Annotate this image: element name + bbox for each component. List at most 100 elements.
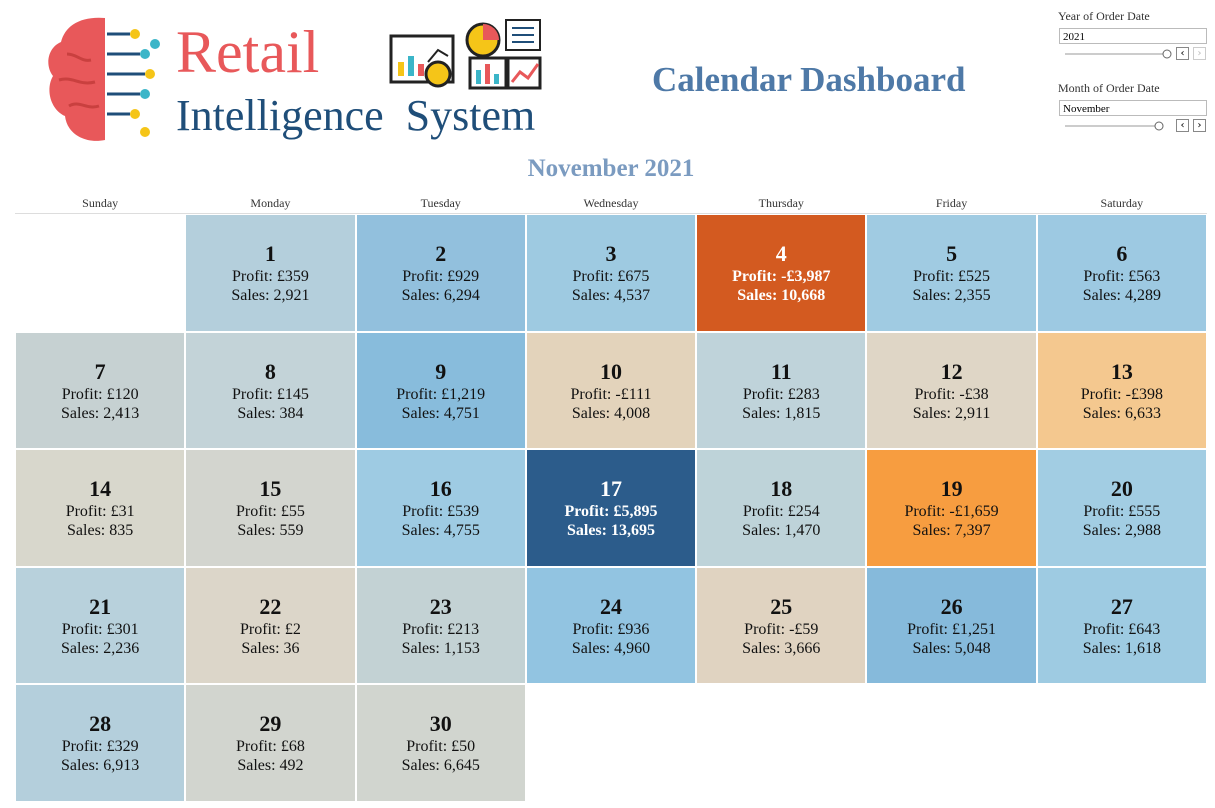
profit-text: Profit: -£3,987 [732, 268, 831, 285]
weekday-label: Saturday [1100, 196, 1144, 210]
profit-text: Profit: £50 [406, 738, 476, 756]
prev-button[interactable]: ‹ [1176, 119, 1189, 132]
next-button[interactable]: › [1193, 47, 1206, 60]
day-number: 23 [429, 593, 452, 619]
profit-text: Profit: £283 [742, 385, 820, 403]
logo-text: Retail [176, 19, 320, 85]
sales-text: Sales: 2,236 [61, 639, 140, 657]
profit-text: Profit: -£1,659 [904, 503, 999, 521]
profit-text: Profit: £55 [235, 503, 305, 521]
day-number: 1 [264, 241, 276, 266]
sales-text: Sales: 5,048 [912, 639, 991, 657]
dashboard-title: Calendar Dashboard [652, 60, 966, 99]
profit-text: Profit: £213 [402, 620, 480, 638]
day-cell: 18 Profit: £254 Sales: 1,470 [696, 449, 867, 567]
profit-text: Profit: £68 [235, 738, 305, 756]
analytics-icons [389, 19, 542, 90]
day-number: 3 [605, 241, 617, 266]
sales-text: Sales: 36 [241, 639, 300, 657]
month-title: November 2021 [527, 155, 695, 182]
day-cell: 26 Profit: £1,251 Sales: 5,048 [866, 566, 1037, 685]
day-number: 18 [770, 476, 793, 502]
day-cell: 3 Profit: £675 Sales: 4,537 [525, 214, 697, 332]
profit-text: Profit: £936 [572, 620, 650, 638]
day-number: 8 [264, 358, 276, 384]
sales-text: Sales: 1,618 [1082, 639, 1161, 657]
day-number: 15 [259, 476, 282, 502]
day-cell: 1 Profit: £359 Sales: 2,921 [185, 214, 356, 332]
day-cell: 20 Profit: £555 Sales: 2,988 [1036, 449, 1207, 567]
day-cell: 13 Profit: -£398 Sales: 6,633 [1036, 331, 1207, 450]
filter-label: Month of Order Date [1058, 81, 1160, 95]
sales-text: Sales: 6,645 [401, 757, 480, 775]
day-cell: 9 Profit: £1,219 Sales: 4,751 [355, 331, 526, 450]
day-number: 29 [259, 711, 282, 737]
sales-text: Sales: 2,911 [912, 404, 991, 422]
profit-text: Profit: £929 [402, 268, 480, 285]
day-number: 16 [429, 476, 452, 502]
day-cell: 10 Profit: -£111 Sales: 4,008 [525, 331, 697, 450]
filter-input[interactable]: November [1059, 100, 1207, 116]
sales-text: Sales: 10,668 [737, 287, 826, 304]
day-number: 27 [1110, 593, 1133, 619]
day-number: 21 [89, 593, 112, 619]
day-number: 20 [1110, 476, 1133, 502]
logo-text: Intelligence System [176, 91, 536, 140]
prev-button[interactable]: ‹ [1176, 47, 1189, 60]
day-number: 17 [599, 476, 622, 502]
profit-text: Profit: £643 [1083, 620, 1161, 638]
day-cell: 6 Profit: £563 Sales: 4,289 [1036, 214, 1207, 332]
weekday-label: Wednesday [583, 196, 639, 210]
sales-text: Sales: 559 [237, 522, 304, 540]
sales-text: Sales: 4,537 [571, 287, 651, 304]
profit-text: Profit: £31 [65, 503, 135, 521]
profit-text: Profit: £525 [913, 268, 990, 285]
sales-text: Sales: 4,751 [401, 404, 480, 422]
next-button[interactable]: › [1193, 119, 1206, 132]
sales-text: Sales: 492 [237, 757, 304, 775]
profit-text: Profit: £5,895 [564, 503, 658, 521]
profit-text: Profit: £329 [61, 738, 139, 756]
day-number: 28 [89, 711, 112, 737]
sales-text: Sales: 6,633 [1082, 404, 1161, 422]
day-number: 4 [775, 241, 787, 266]
profit-text: Profit: £2 [239, 620, 301, 638]
slider[interactable] [1062, 118, 1174, 136]
day-cell: 27 Profit: £643 Sales: 1,618 [1036, 566, 1207, 685]
profit-text: Profit: £539 [402, 503, 480, 521]
day-number: 9 [435, 358, 447, 384]
sales-text: Sales: 13,695 [566, 522, 655, 540]
day-cell: 11 Profit: £283 Sales: 1,815 [696, 331, 867, 450]
filter-label: Year of Order Date [1058, 9, 1150, 23]
day-cell: 4 Profit: -£3,987 Sales: 10,668 [696, 214, 867, 332]
filter-input[interactable]: 2021 [1059, 28, 1207, 44]
sales-text: Sales: 7,397 [912, 522, 991, 540]
day-cell: 19 Profit: -£1,659 Sales: 7,397 [866, 449, 1037, 567]
sales-text: Sales: 1,153 [401, 639, 480, 657]
profit-text: Profit: £145 [231, 385, 309, 403]
sales-text: Sales: 2,413 [61, 404, 140, 422]
weekday-label: Tuesday [420, 196, 461, 210]
day-cell: 22 Profit: £2 Sales: 36 [185, 566, 356, 685]
day-number: 25 [770, 593, 793, 619]
weekday-label: Monday [250, 196, 291, 210]
profit-text: Profit: £301 [61, 620, 139, 638]
day-number: 5 [946, 241, 958, 266]
day-number: 2 [435, 241, 447, 266]
sales-text: Sales: 384 [237, 404, 304, 422]
sales-text: Sales: 2,355 [912, 287, 991, 304]
day-cell: 29 Profit: £68 Sales: 492 [185, 684, 356, 802]
profit-text: Profit: £555 [1083, 503, 1161, 521]
day-number: 30 [429, 711, 452, 737]
day-cell: 15 Profit: £55 Sales: 559 [185, 449, 356, 567]
day-number: 7 [94, 358, 106, 384]
day-number: 14 [89, 476, 112, 502]
weekday-label: Thursday [758, 196, 804, 210]
day-cell: 24 Profit: £936 Sales: 4,960 [525, 566, 697, 685]
profit-text: Profit: £563 [1083, 268, 1161, 285]
day-cell: 7 Profit: £120 Sales: 2,413 [15, 331, 186, 450]
profit-text: Profit: -£38 [914, 385, 989, 403]
day-cell: 21 Profit: £301 Sales: 2,236 [15, 566, 186, 685]
slider[interactable] [1062, 46, 1174, 62]
